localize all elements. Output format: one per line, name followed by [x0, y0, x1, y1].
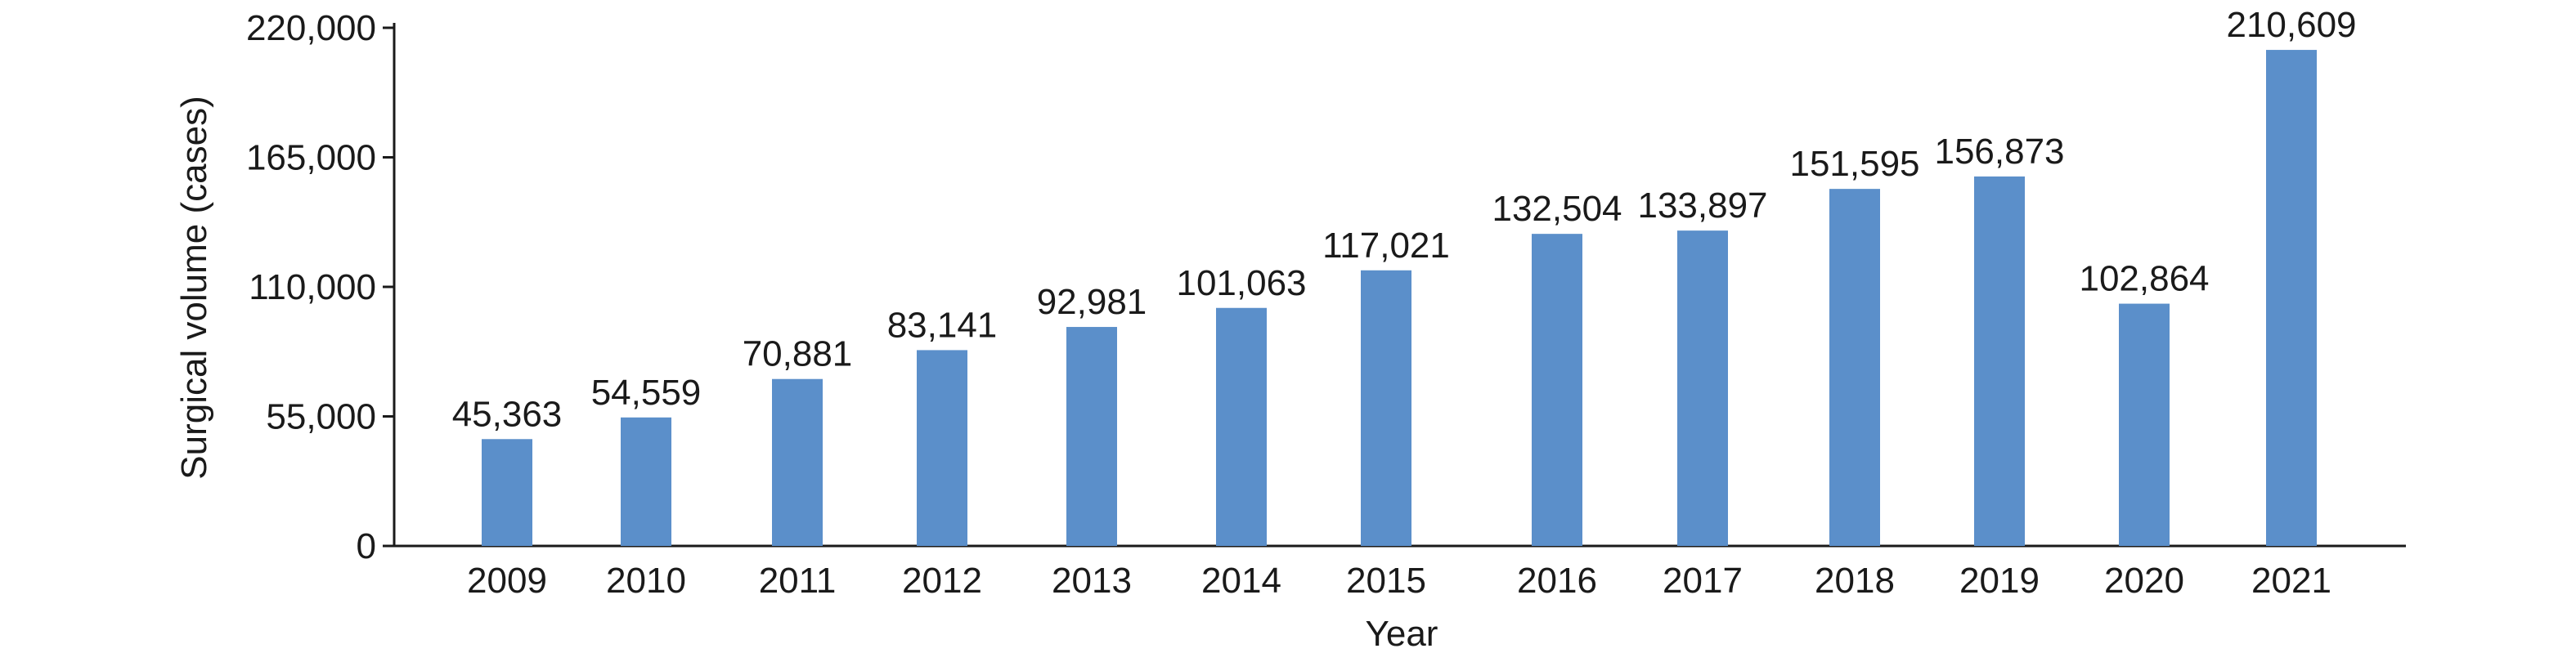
data-label: 92,981 — [1037, 282, 1147, 322]
bar — [1066, 327, 1117, 546]
data-label: 132,504 — [1492, 189, 1622, 229]
x-tick-label: 2017 — [1663, 561, 1743, 601]
x-tick-label: 2009 — [467, 561, 547, 601]
x-tick-label: 2016 — [1517, 561, 1597, 601]
data-label: 83,141 — [887, 305, 998, 345]
x-tick-label: 2013 — [1052, 561, 1132, 601]
data-label: 54,559 — [591, 373, 702, 413]
bar — [1361, 270, 1411, 546]
x-tick-label: 2019 — [1959, 561, 2040, 601]
x-tick-label: 2014 — [1201, 561, 1281, 601]
y-tick-label: 110,000 — [249, 267, 376, 307]
y-tick-label: 220,000 — [246, 8, 376, 48]
x-tick-label: 2010 — [606, 561, 686, 601]
bar — [1974, 176, 2025, 546]
bars — [482, 50, 2317, 546]
bar — [2119, 303, 2170, 546]
x-tick-label: 2021 — [2251, 561, 2331, 601]
x-tick-label: 2020 — [2104, 561, 2184, 601]
data-label: 70,881 — [743, 334, 853, 374]
data-labels: 45,363 54,559 70,881 83,141 92,981 101,063 117… — [452, 5, 2357, 434]
x-axis: 2009 2010 2011 2012 2013 2014 2015 2016 2017 2018… — [394, 544, 2406, 601]
y-axis-title: Surgical volume (cases) — [174, 96, 214, 480]
data-label: 133,897 — [1637, 186, 1767, 226]
y-tick-label: 0 — [357, 526, 376, 566]
y-tick-label: 165,000 — [246, 138, 376, 178]
y-axis: 0 55,000 110,000 165,000 220,000 — [246, 8, 396, 566]
bar — [1829, 189, 1880, 546]
data-label: 117,021 — [1322, 226, 1450, 266]
bar — [1677, 230, 1728, 546]
data-label: 210,609 — [2226, 5, 2356, 45]
data-label: 151,595 — [1789, 144, 1919, 184]
x-tick-label: 2018 — [1815, 561, 1895, 601]
bar — [482, 439, 532, 546]
data-label: 102,864 — [2079, 259, 2209, 299]
bar — [917, 350, 967, 546]
x-tick-label: 2015 — [1346, 561, 1426, 601]
x-axis-title: Year — [1366, 614, 1438, 654]
data-label: 45,363 — [452, 394, 563, 434]
x-tick-label: 2012 — [902, 561, 982, 601]
x-tick-label: 2011 — [759, 561, 837, 601]
data-label: 156,873 — [1934, 132, 2064, 172]
bar — [1216, 307, 1267, 546]
bar — [772, 378, 823, 546]
y-tick-label: 55,000 — [266, 397, 376, 437]
data-label: 101,063 — [1176, 263, 1306, 303]
bar — [621, 417, 671, 546]
bar — [2266, 50, 2317, 546]
bar — [1532, 234, 1582, 546]
